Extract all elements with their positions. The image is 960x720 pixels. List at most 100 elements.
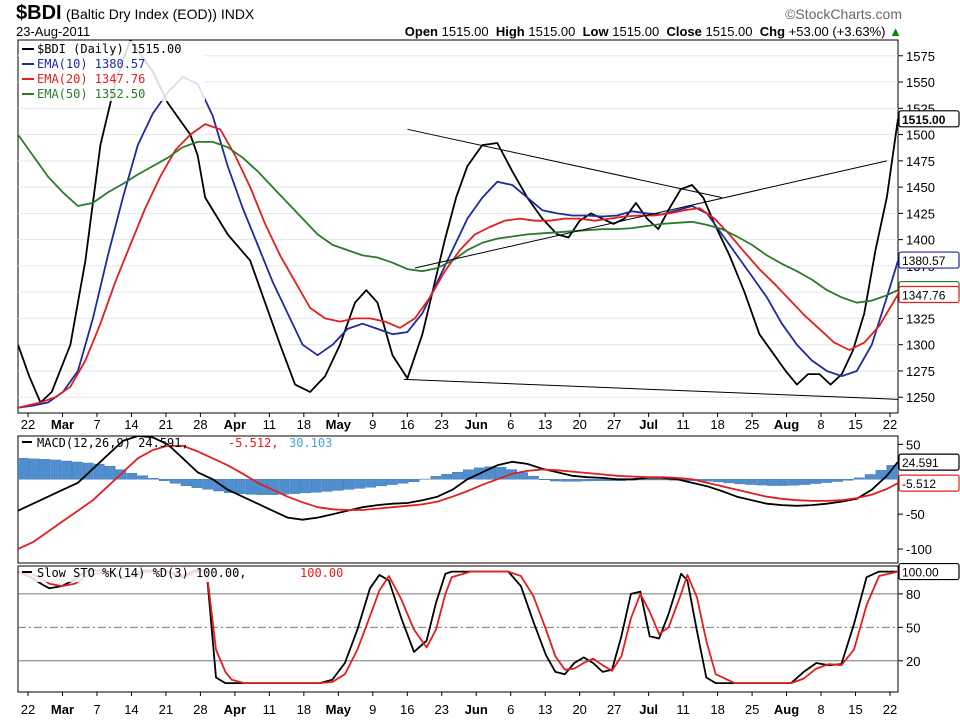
plot-area xyxy=(18,436,898,550)
x-tick-label: 6 xyxy=(507,702,514,717)
macd-histogram-bar xyxy=(169,479,181,484)
macd-histogram-bar xyxy=(734,479,746,485)
macd-histogram-bar xyxy=(18,458,29,480)
macd-histogram-bar xyxy=(745,479,757,485)
x-tick-label: 18 xyxy=(710,417,724,432)
y-tick-label: 1275 xyxy=(906,364,935,379)
x-tick-label: 11 xyxy=(263,702,277,717)
y-tick-label: 1425 xyxy=(906,206,935,221)
x-tick-label: Aug xyxy=(774,702,799,717)
stochastic-legend: Slow STO %K(14) %D(3) 100.00, 100.00 xyxy=(19,566,354,582)
y-tick-label: 1400 xyxy=(906,233,935,248)
change-value: +53.00 (+3.63%) xyxy=(788,24,886,39)
macd-histogram-bar xyxy=(28,458,40,480)
trendline xyxy=(414,160,887,269)
x-tick-label: 6 xyxy=(507,417,514,432)
legend-item: EMA(10) 1380.57 xyxy=(37,57,145,71)
x-tick-label: 18 xyxy=(297,702,311,717)
macd-histogram-bar xyxy=(408,479,420,482)
macd-histogram-bar xyxy=(658,479,670,481)
open-label: Open xyxy=(404,24,438,39)
panel-3: 80 50 20 100.00 xyxy=(17,562,960,693)
x-tick-label: Jun xyxy=(465,702,488,717)
y-tick-label: 50 xyxy=(906,620,920,635)
macd-histogram-bar xyxy=(82,462,94,480)
value-flag-label: 24.591 xyxy=(902,456,939,470)
x-tick-label: 9 xyxy=(369,702,376,717)
macd-histogram-bar xyxy=(300,479,311,494)
x-tick-label: 14 xyxy=(124,417,138,432)
x-tick-label: 22 xyxy=(21,417,35,432)
macd-histogram-bar xyxy=(50,459,62,480)
macd-histogram-bar xyxy=(213,479,224,492)
trendline xyxy=(407,128,723,199)
macd-histogram-bar xyxy=(777,479,789,486)
panel-frame xyxy=(17,435,899,564)
high-value: 1515.00 xyxy=(528,24,576,39)
macd-histogram-bar xyxy=(387,479,398,485)
value-flag-label: 1515.00 xyxy=(902,113,946,127)
macd-histogram-bar xyxy=(756,479,767,486)
panel-frame xyxy=(17,565,899,693)
y-tick-label: 1550 xyxy=(906,75,935,90)
x-tick-label: Apr xyxy=(224,417,246,432)
low-label: Low xyxy=(582,24,609,39)
legend-item: 30.103 xyxy=(289,436,332,450)
x-tick-label: 27 xyxy=(607,417,621,432)
macd-histogram-bar xyxy=(72,461,83,480)
y-tick-label: 1325 xyxy=(906,311,935,326)
legend-item: 100.00 xyxy=(300,566,343,580)
macd-histogram-bar xyxy=(430,476,442,480)
x-tick-label: Apr xyxy=(224,702,246,717)
ticker-fullname: (Baltic Dry Index (EOD)) xyxy=(66,6,217,22)
x-tick-label: 23 xyxy=(435,417,449,432)
quote-date: 23-Aug-2011 xyxy=(16,24,91,39)
macd-histogram-bar xyxy=(224,479,235,493)
x-tick-label: Jul xyxy=(639,702,658,717)
value-flag-label: -5.512 xyxy=(902,477,936,491)
x-tick-label: 20 xyxy=(572,417,586,432)
series-line-macd xyxy=(18,436,898,521)
macd-histogram-bar xyxy=(864,474,876,480)
macd-histogram-bar xyxy=(332,479,344,491)
macd-histogram-bar xyxy=(853,477,865,480)
x-tick-label: 18 xyxy=(297,417,311,432)
macd-histogram-bar xyxy=(560,479,572,482)
value-flag-label: 100.00 xyxy=(902,566,939,580)
x-tick-label: 21 xyxy=(159,702,173,717)
value-flag xyxy=(898,453,960,471)
x-tick-label: 22 xyxy=(21,702,35,717)
x-tick-label: 16 xyxy=(400,417,414,432)
macd-histogram-bar xyxy=(452,472,463,480)
macd-histogram-bar xyxy=(354,479,366,489)
value-flag xyxy=(898,285,960,304)
x-tick-label: 9 xyxy=(369,417,376,432)
x-tick-label: 22 xyxy=(883,417,897,432)
y-tick-label: 1250 xyxy=(906,390,935,405)
open-value: 1515.00 xyxy=(441,24,489,39)
value-flag xyxy=(898,562,960,581)
x-tick-label: 13 xyxy=(538,417,552,432)
macd-histogram-bar xyxy=(571,479,583,482)
x-tick-label: May xyxy=(326,417,352,432)
macd-histogram-bar xyxy=(126,472,138,480)
x-tick-label: 11 xyxy=(263,417,277,432)
macd-histogram-bar xyxy=(289,479,300,494)
value-flag-label: 1347.76 xyxy=(902,289,946,303)
exchange-label: INDX xyxy=(220,6,255,22)
macd-histogram-bar xyxy=(137,475,148,480)
series-line-ema-50- xyxy=(18,134,898,304)
y-tick-label: 1450 xyxy=(906,180,935,195)
macd-histogram-bar xyxy=(788,479,800,486)
macd-histogram-bar xyxy=(886,465,898,480)
macd-legend: MACD(12,26,9) 24.591, -5.512, 30.103 xyxy=(22,436,332,450)
macd-histogram-bar xyxy=(278,479,290,495)
x-tick-label: 16 xyxy=(400,702,414,717)
x-tick-label: 8 xyxy=(817,417,824,432)
macd-histogram-bar xyxy=(712,479,724,483)
macd-histogram-bar xyxy=(799,479,811,485)
brand-logo[interactable]: ©StockCharts.com xyxy=(785,6,902,22)
value-flag xyxy=(898,110,960,128)
